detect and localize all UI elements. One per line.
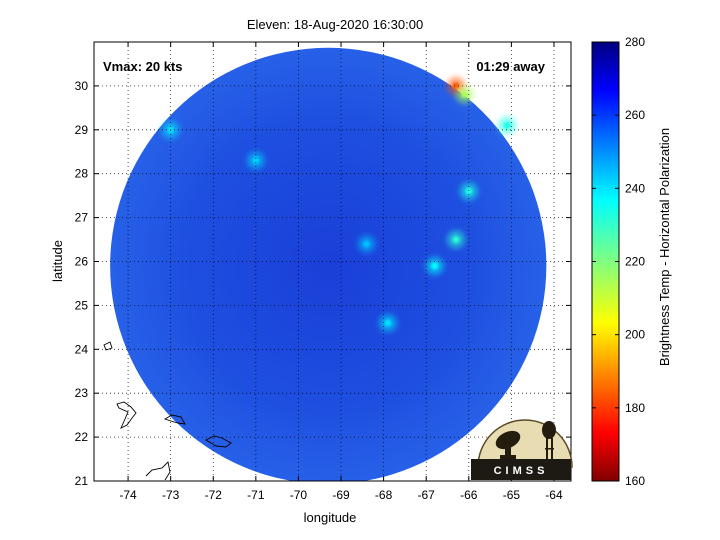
colorbar-tick-label: 280 xyxy=(625,35,645,49)
water-tower-icon xyxy=(542,421,556,460)
swath-disc xyxy=(110,47,547,481)
cool-feature-5 xyxy=(431,262,439,270)
vmax-label: Vmax: 20 kts xyxy=(103,59,183,74)
colorbar-tick-label: 220 xyxy=(625,255,645,269)
x-tick-label: -73 xyxy=(162,488,180,502)
y-tick-label: 21 xyxy=(75,474,89,488)
colorbar-tick-label: 160 xyxy=(625,474,645,488)
y-tick-label: 28 xyxy=(75,167,89,181)
coastlines xyxy=(103,341,232,481)
x-tick-label: -67 xyxy=(418,488,436,502)
cool-feature-3 xyxy=(465,187,473,195)
colorbar-label: Brightness Temp - Horizontal Polarizatio… xyxy=(657,128,672,366)
y-tick-label: 29 xyxy=(75,123,89,137)
figure-title: Eleven: 18-Aug-2020 16:30:00 xyxy=(247,17,423,32)
colorbar-gradient xyxy=(591,41,620,482)
x-tick-label: -70 xyxy=(290,488,308,502)
coastline-great-inagua xyxy=(116,401,137,429)
colorbar-tick-label: 260 xyxy=(625,108,645,122)
colorbar-tick-label: 200 xyxy=(625,328,645,342)
y-axis-label: latitude xyxy=(50,240,65,282)
plot-area: -74 -73 -72 -71 -70 -69 -68 -67 -66 -65 -64 21 22 23… xyxy=(75,41,573,502)
colorbar-tick-label: 240 xyxy=(625,181,645,195)
y-tick-label: 26 xyxy=(75,255,89,269)
cool-feature-2 xyxy=(503,121,511,129)
cool-feature-0 xyxy=(452,82,460,90)
x-tick-label: -64 xyxy=(545,488,563,502)
coastline-turks xyxy=(205,435,232,448)
cool-feature-layer xyxy=(161,76,517,332)
colorbar-ticks: 160 180 200 220 240 260 280 xyxy=(592,35,645,488)
x-tick-label: -72 xyxy=(205,488,223,502)
colorbar-tick-label: 180 xyxy=(625,401,645,415)
cool-feature-6 xyxy=(384,319,392,327)
x-tick-label: -68 xyxy=(375,488,393,502)
cool-feature-7 xyxy=(363,240,371,248)
brightness-temperature-swath xyxy=(110,47,547,481)
logo-banner xyxy=(471,459,571,480)
coastline-hispaniola xyxy=(145,461,171,481)
logo-text: CIMSS xyxy=(494,465,549,477)
y-tick-label: 22 xyxy=(75,430,89,444)
x-axis-ticks: -74 -73 -72 -71 -70 -69 -68 -67 -66 -65 -64 xyxy=(119,42,563,502)
x-tick-label: -69 xyxy=(332,488,350,502)
x-tick-label: -65 xyxy=(503,488,521,502)
y-tick-label: 27 xyxy=(75,211,89,225)
cimss-logo: CIMSS xyxy=(471,419,573,480)
cool-feature-9 xyxy=(252,157,260,165)
colorbar: 160 180 200 220 240 260 280 Brightness Temp - … xyxy=(591,35,672,488)
time-away-label: 01:29 away xyxy=(476,59,545,74)
cool-feature-1 xyxy=(461,91,469,99)
y-tick-label: 23 xyxy=(75,386,89,400)
y-tick-label: 24 xyxy=(75,342,89,356)
x-tick-label: -66 xyxy=(460,488,478,502)
satellite-dish-icon xyxy=(495,430,521,461)
x-axis-label: longitude xyxy=(304,510,357,525)
y-tick-label: 25 xyxy=(75,298,89,312)
cool-feature-4 xyxy=(452,236,460,244)
coastline-small-island xyxy=(103,341,113,351)
y-axis-ticks: 21 22 23 24 25 26 27 28 29 30 xyxy=(75,79,571,488)
x-tick-label: -74 xyxy=(119,488,137,502)
x-tick-label: -71 xyxy=(247,488,265,502)
y-tick-label: 30 xyxy=(75,79,89,93)
coastline-caicos xyxy=(163,414,186,425)
